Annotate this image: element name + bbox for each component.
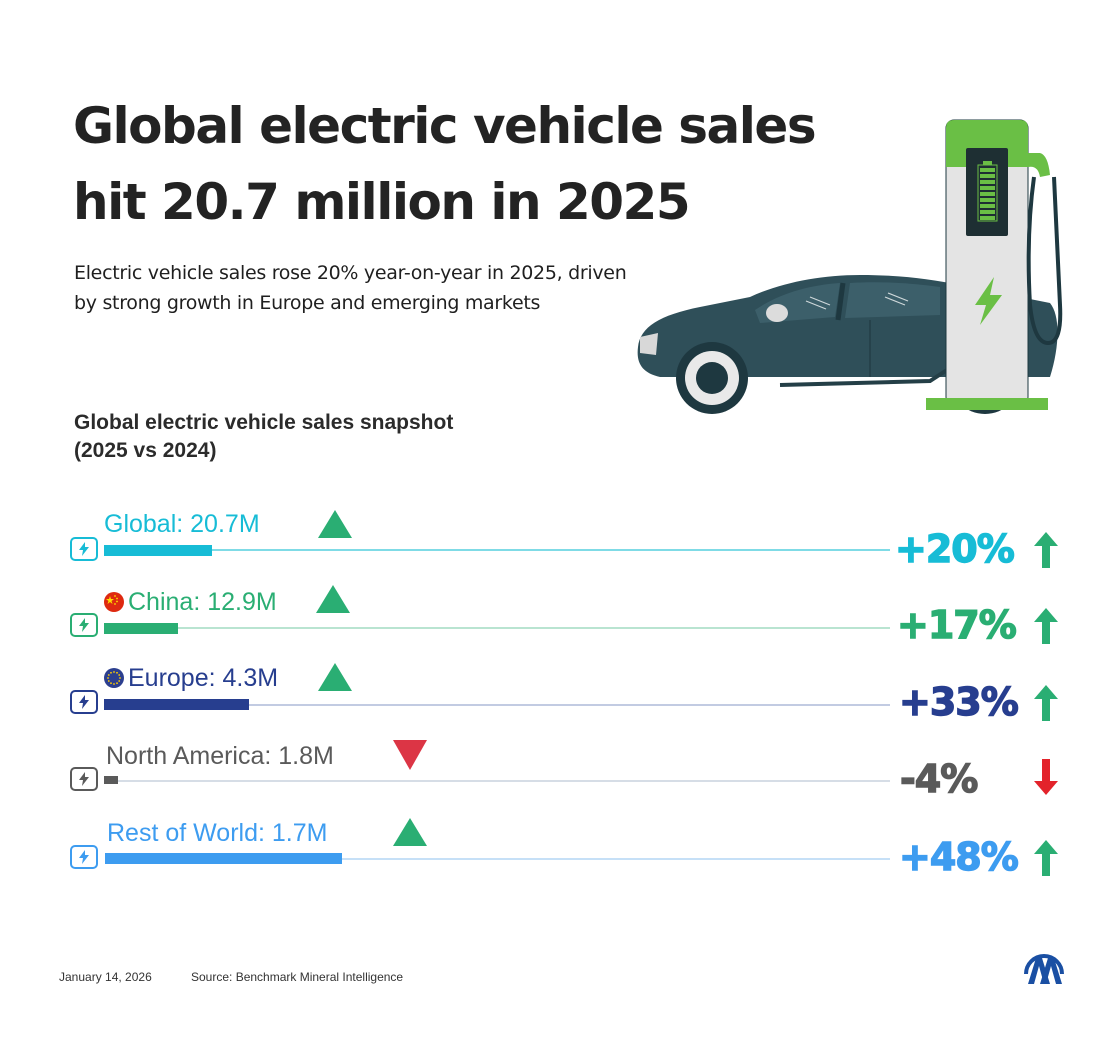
arrow-up-icon xyxy=(1034,608,1058,644)
chart-row-global: Global: 20.7M +20% xyxy=(0,505,1120,575)
row-label: Global: 20.7M xyxy=(104,510,260,538)
bolt-icon xyxy=(70,845,98,869)
row-label-group: Europe: 4.3M xyxy=(104,663,278,693)
track-line xyxy=(118,780,890,782)
row-label: China: 12.9M xyxy=(128,588,277,616)
title-line-1: Global electric vehicle sales xyxy=(73,97,817,155)
arrow-up-icon xyxy=(1034,685,1058,721)
chart-row-rest-of-world: Rest of World: 1.7M +48% xyxy=(0,815,1120,885)
bolt-icon xyxy=(70,767,98,791)
arrow-down-icon xyxy=(1034,759,1058,795)
track-line xyxy=(212,549,890,551)
triangle-down-icon xyxy=(393,740,427,770)
aa-logo-icon xyxy=(1024,954,1064,984)
value-bar xyxy=(104,776,118,784)
row-label: Europe: 4.3M xyxy=(128,664,279,692)
page-title: Global electric vehicle sales hit 20.7 m… xyxy=(73,88,913,240)
charging-station-icon xyxy=(926,119,1063,410)
value-bar xyxy=(105,853,342,864)
track-line xyxy=(178,627,890,629)
change-percent: +33% xyxy=(898,679,1019,724)
track-line xyxy=(342,858,890,860)
arrow-up-icon xyxy=(1034,840,1058,876)
source-credit: Source: Benchmark Mineral Intelligence xyxy=(191,970,404,984)
row-label-group: China: 12.9M xyxy=(104,587,277,617)
change-percent: -4% xyxy=(899,756,979,801)
change-percent: +20% xyxy=(894,526,1015,571)
triangle-up-icon xyxy=(316,585,350,613)
row-label: North America: 1.8M xyxy=(106,742,334,770)
value-bar xyxy=(104,545,212,556)
subtitle: Electric vehicle sales rose 20% year-on-… xyxy=(74,258,774,318)
value-bar xyxy=(104,699,249,710)
row-label: Rest of World: 1.7M xyxy=(107,819,328,847)
ev-charging-illustration xyxy=(637,119,1063,414)
change-percent: +48% xyxy=(898,834,1019,879)
chart-heading-line-2: (2025 vs 2024) xyxy=(74,439,217,462)
triangle-up-icon xyxy=(393,818,427,846)
bolt-icon xyxy=(70,613,98,637)
title-line-2: hit 20.7 million in 2025 xyxy=(73,173,691,231)
triangle-up-icon xyxy=(318,510,352,538)
chart-row-europe: Europe: 4.3M +33% xyxy=(0,660,1120,730)
chart-row-north-america: North America: 1.8M -4% xyxy=(0,738,1120,808)
china-flag-icon xyxy=(104,592,124,612)
eu-flag-icon xyxy=(104,668,124,688)
subtitle-line-1: Electric vehicle sales rose 20% year-on-… xyxy=(74,262,627,284)
subtitle-line-2: by strong growth in Europe and emerging … xyxy=(74,292,541,314)
bolt-icon xyxy=(70,690,98,714)
change-percent: +17% xyxy=(896,602,1017,647)
chart-heading: Global electric vehicle sales snapshot (… xyxy=(74,409,594,465)
track-line xyxy=(249,704,890,706)
value-bar xyxy=(104,623,178,634)
chart-row-china: China: 12.9M +17% xyxy=(0,583,1120,653)
triangle-up-icon xyxy=(318,663,352,691)
arrow-up-icon xyxy=(1034,532,1058,568)
bolt-icon xyxy=(70,537,98,561)
chart-heading-line-1: Global electric vehicle sales snapshot xyxy=(74,411,454,434)
publish-date: January 14, 2026 xyxy=(59,970,152,984)
